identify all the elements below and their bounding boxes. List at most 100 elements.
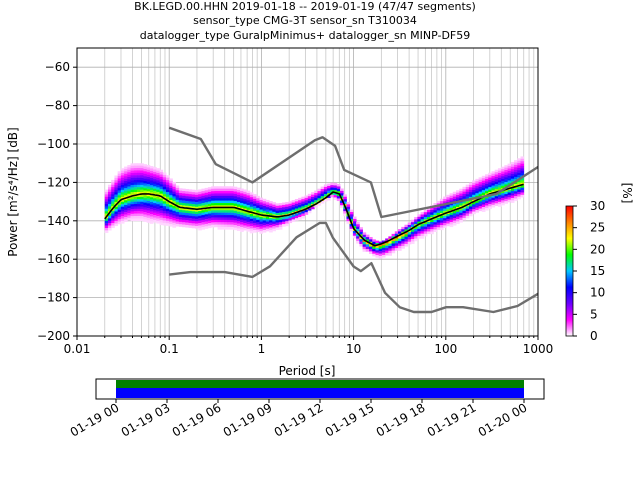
density-cell: [223, 193, 228, 197]
density-cell: [436, 224, 441, 228]
density-cell: [256, 203, 260, 206]
density-cell: [246, 197, 251, 201]
density-cell: [443, 206, 447, 209]
density-cell: [301, 211, 305, 214]
density-cell: [188, 208, 193, 212]
density-cell: [223, 224, 228, 228]
density-cell: [269, 203, 273, 207]
density-cell: [159, 200, 164, 204]
density-cell: [359, 239, 363, 242]
density-cell: [207, 213, 212, 217]
density-cell: [223, 191, 228, 194]
density-cell: [439, 210, 444, 214]
density-cell: [465, 187, 470, 190]
chart-title-line-3: datalogger_type GuralpMinimus+ datalogge…: [140, 29, 471, 42]
density-cell: [459, 210, 463, 213]
density-cell: [336, 193, 341, 197]
density-cell: [282, 219, 286, 222]
density-cell: [185, 191, 189, 194]
density-cell: [236, 192, 241, 196]
density-cell: [223, 200, 228, 204]
density-cell: [136, 208, 141, 212]
density-cell: [120, 216, 125, 219]
density-cell: [485, 205, 489, 209]
density-cell: [114, 218, 119, 222]
density-cell: [314, 200, 318, 203]
density-cell: [120, 218, 125, 222]
density-cell: [388, 243, 392, 247]
density-cell: [159, 193, 164, 197]
density-cell: [517, 194, 521, 197]
density-cell: [401, 226, 405, 230]
density-cell: [117, 178, 122, 182]
density-cell: [107, 213, 112, 217]
density-cell: [227, 200, 231, 204]
density-cell: [165, 196, 170, 200]
density-cell: [201, 203, 206, 206]
density-cell: [136, 170, 141, 173]
density-cell: [169, 209, 173, 213]
density-cell: [165, 218, 170, 222]
timeline-tick-label: 01-19 21: [425, 400, 479, 439]
density-cell: [175, 190, 180, 193]
density-cell: [485, 186, 489, 189]
density-cell: [394, 231, 399, 234]
density-cell: [220, 219, 225, 223]
density-cell: [127, 193, 131, 197]
density-cell: [501, 185, 505, 189]
density-cell: [120, 211, 125, 215]
density-cell: [494, 198, 499, 202]
density-cell: [240, 195, 244, 199]
density-cell: [169, 219, 173, 222]
density-cell: [120, 180, 125, 183]
density-cell: [220, 207, 225, 211]
density-cell: [443, 201, 447, 204]
density-cell: [491, 197, 496, 201]
density-cell: [130, 216, 135, 219]
density-cell: [291, 216, 296, 220]
density-cell: [501, 173, 505, 177]
density-cell: [198, 213, 202, 217]
density-cell: [514, 164, 518, 168]
density-cell: [491, 173, 496, 177]
density-cell: [104, 208, 109, 212]
density-cell: [124, 176, 128, 179]
density-cell: [514, 162, 518, 166]
density-cell: [233, 191, 238, 195]
density-cell: [443, 213, 447, 216]
density-cell: [294, 208, 299, 212]
density-cell: [365, 234, 370, 238]
density-cell: [230, 227, 235, 230]
density-cell: [259, 231, 264, 234]
density-cell: [427, 224, 431, 227]
density-cell: [143, 188, 148, 191]
density-cell: [140, 180, 144, 183]
density-cell: [124, 212, 128, 215]
density-cell: [136, 211, 141, 214]
density-cell: [298, 207, 302, 211]
density-cell: [369, 244, 373, 247]
density-cell: [452, 194, 457, 197]
density-cell: [285, 206, 289, 210]
density-cell: [223, 215, 228, 218]
density-cell: [372, 248, 376, 252]
density-cell: [433, 217, 438, 221]
density-cell: [265, 219, 270, 222]
density-cell: [269, 227, 273, 231]
density-cell: [478, 177, 483, 180]
density-cell: [162, 184, 167, 188]
density-cell: [265, 223, 270, 227]
density-cell: [124, 197, 128, 201]
density-cell: [253, 196, 257, 200]
density-cell: [214, 212, 218, 216]
density-cell: [333, 185, 338, 189]
density-cell: [153, 179, 157, 182]
density-cell: [143, 207, 148, 210]
density-cell: [485, 200, 489, 204]
density-cell: [107, 189, 112, 193]
density-cell: [475, 202, 479, 206]
density-cell: [256, 210, 260, 213]
density-cell: [185, 224, 189, 228]
density-cell: [191, 201, 196, 205]
density-cell: [204, 223, 209, 227]
